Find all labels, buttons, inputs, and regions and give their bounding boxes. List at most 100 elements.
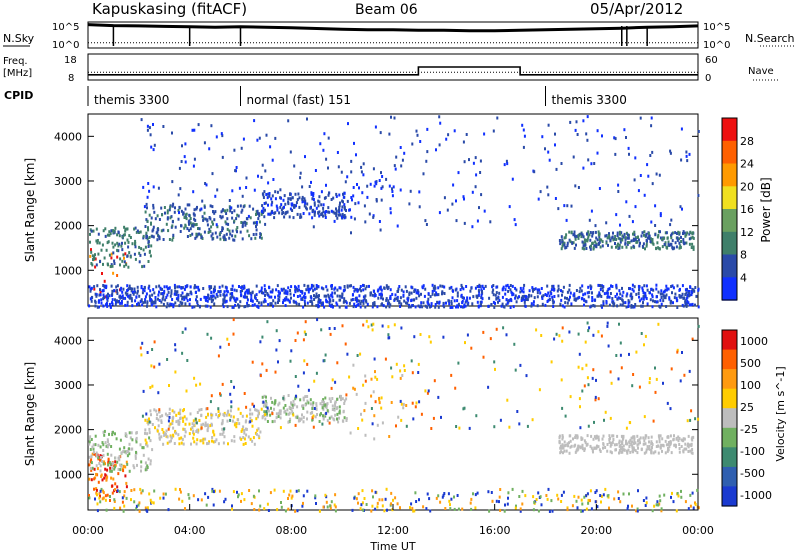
range-cell [88, 440, 91, 444]
range-cell [594, 230, 597, 234]
range-cell [607, 287, 610, 291]
range-cell [484, 284, 487, 288]
range-cell [355, 497, 358, 501]
range-cell [180, 286, 183, 290]
range-cell [585, 247, 588, 250]
range-cell [475, 173, 478, 177]
range-cell [423, 294, 426, 298]
range-cell [658, 247, 661, 251]
range-cell [568, 288, 571, 292]
range-cell [241, 208, 244, 212]
range-cell [623, 232, 626, 236]
range-cell [312, 401, 315, 405]
range-cell [400, 288, 403, 292]
range-cell [181, 438, 184, 441]
range-cell [297, 489, 300, 493]
range-cell [168, 208, 171, 212]
range-cell [88, 477, 91, 481]
range-cell [397, 415, 400, 419]
range-cell [284, 202, 287, 206]
range-cell [362, 288, 365, 292]
range-cell [102, 289, 105, 293]
range-cell [679, 245, 682, 249]
range-cell [237, 418, 240, 422]
range-cell [604, 446, 607, 449]
colorbar-tick-label: 25 [740, 401, 754, 414]
range-cell [241, 194, 244, 198]
range-cell [625, 305, 628, 309]
range-cell [442, 301, 445, 305]
range-cell [658, 437, 661, 441]
range-cell [304, 320, 307, 324]
range-cell [394, 167, 397, 171]
range-cell [364, 401, 367, 405]
range-cell [590, 304, 593, 308]
range-cell [427, 297, 430, 301]
range-cell [245, 419, 248, 423]
range-cell [232, 318, 235, 322]
range-cell [187, 493, 190, 497]
range-cell [364, 379, 367, 383]
range-cell [179, 412, 182, 416]
range-cell [335, 211, 338, 215]
range-cell [439, 121, 442, 125]
range-cell [561, 444, 564, 448]
range-cell [282, 396, 285, 400]
range-cell [437, 395, 440, 399]
range-cell [664, 241, 667, 245]
range-cell [494, 293, 497, 297]
range-cell [500, 304, 503, 308]
range-cell [362, 299, 365, 303]
range-cell [161, 428, 164, 431]
range-cell [355, 392, 358, 396]
range-cell [174, 286, 176, 290]
range-cell [402, 294, 405, 297]
range-cell [640, 332, 643, 335]
range-cell [564, 235, 567, 239]
range-cell [592, 368, 595, 372]
range-cell [443, 492, 446, 495]
range-cell [620, 231, 623, 235]
range-cell [114, 432, 116, 436]
range-cell [641, 304, 644, 308]
range-cell [173, 283, 176, 287]
range-cell [287, 507, 290, 511]
range-cell [483, 209, 486, 213]
range-cell [463, 303, 466, 307]
range-cell [680, 158, 683, 162]
range-cell [613, 302, 616, 306]
range-cell [426, 150, 429, 154]
range-cell [552, 284, 555, 288]
range-cell [352, 194, 355, 198]
range-cell [313, 213, 316, 217]
range-cell [322, 203, 325, 207]
range-cell [197, 227, 199, 230]
range-cell [338, 208, 340, 212]
range-cell [374, 125, 377, 129]
range-cell [575, 234, 578, 238]
range-cell [102, 449, 105, 452]
range-cell [593, 304, 596, 308]
range-cell [372, 303, 375, 307]
range-cell [455, 425, 458, 428]
range-cell [297, 192, 300, 196]
range-cell [450, 497, 453, 501]
range-cell [225, 222, 228, 226]
range-cell [359, 305, 362, 309]
range-cell [682, 238, 685, 241]
range-cell [174, 343, 177, 347]
range-cell [184, 430, 187, 434]
range-cell [105, 284, 108, 288]
range-cell [205, 503, 208, 507]
range-cell [363, 297, 366, 301]
range-cell [577, 186, 580, 189]
range-cell [334, 404, 337, 408]
colorbar-swatch [722, 277, 737, 301]
range-cell [303, 199, 306, 203]
range-cell [331, 284, 333, 287]
range-cell [681, 303, 684, 307]
range-cell [231, 189, 234, 193]
range-cell [671, 284, 674, 288]
range-cell [315, 286, 318, 290]
range-cell [101, 272, 103, 275]
